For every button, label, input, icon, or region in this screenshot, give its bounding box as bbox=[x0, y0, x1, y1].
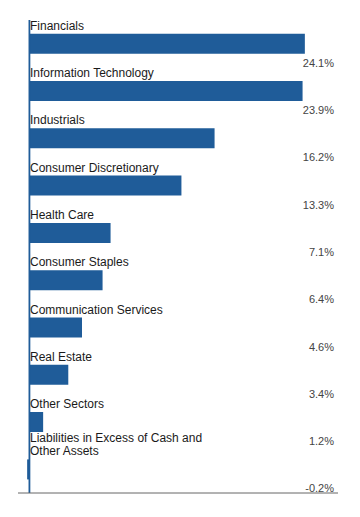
svg-text:1.2%: 1.2% bbox=[309, 435, 334, 447]
svg-text:Communication Services: Communication Services bbox=[30, 303, 163, 317]
svg-text:24.1%: 24.1% bbox=[303, 57, 334, 69]
svg-text:23.9%: 23.9% bbox=[303, 104, 334, 116]
svg-text:3.4%: 3.4% bbox=[309, 388, 334, 400]
svg-text:Liabilities in Excess of Cash: Liabilities in Excess of Cash andOther A… bbox=[30, 431, 202, 458]
svg-text:7.1%: 7.1% bbox=[309, 246, 334, 258]
svg-text:Industrials: Industrials bbox=[30, 113, 85, 127]
svg-text:Other Sectors: Other Sectors bbox=[30, 397, 104, 411]
svg-text:4.6%: 4.6% bbox=[309, 341, 334, 353]
svg-text:16.2%: 16.2% bbox=[303, 151, 334, 163]
svg-text:Consumer Staples: Consumer Staples bbox=[30, 255, 129, 269]
svg-text:Financials: Financials bbox=[30, 19, 84, 33]
svg-text:Consumer Discretionary: Consumer Discretionary bbox=[30, 161, 159, 175]
svg-text:6.4%: 6.4% bbox=[309, 293, 334, 305]
svg-text:Health Care: Health Care bbox=[30, 208, 94, 222]
svg-text:-0.2%: -0.2% bbox=[305, 482, 334, 494]
svg-text:Real Estate: Real Estate bbox=[30, 350, 92, 364]
svg-text:Information Technology: Information Technology bbox=[30, 66, 154, 80]
svg-text:13.3%: 13.3% bbox=[303, 199, 334, 211]
